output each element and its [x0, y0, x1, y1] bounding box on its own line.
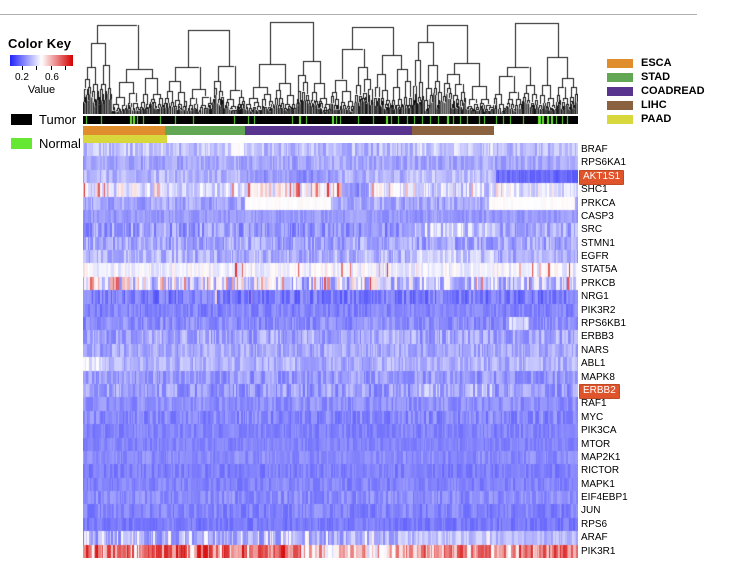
cancer-type-legend: ESCA STAD COADREAD LIHC PAAD: [607, 56, 705, 126]
gene-label-highlighted: ERBB2: [579, 383, 620, 400]
color-key-tick-label-low: 0.2: [15, 72, 29, 83]
cancer-legend-swatch: [607, 72, 633, 82]
gene-label: EGFR: [581, 251, 609, 263]
cancer-type-annotation-bar: [83, 126, 578, 144]
color-key-tick: [65, 66, 67, 70]
gene-label: RAF1: [581, 398, 607, 410]
color-key-title: Color Key: [8, 36, 72, 51]
gene-label: NARS: [581, 344, 609, 356]
cancer-legend-item: LIHC: [607, 98, 705, 112]
gene-label: MAP2K1: [581, 451, 621, 463]
gene-label: STAT5A: [581, 264, 618, 276]
cancer-legend-label: LIHC: [641, 99, 667, 111]
gene-label: MYC: [581, 411, 604, 423]
color-key-tick: [21, 66, 23, 70]
cancer-legend-label: PAAD: [641, 113, 672, 125]
top-rule: [0, 14, 697, 15]
tumor-normal-annotation-bar: [83, 116, 578, 124]
gene-label: RPS6KA1: [581, 157, 627, 169]
cancer-legend-swatch: [607, 114, 633, 124]
color-key-axis-label: Value: [27, 84, 56, 96]
gene-label: ARAF: [581, 532, 608, 544]
cancer-bar-segment: [83, 126, 166, 135]
gene-label: RICTOR: [581, 465, 620, 477]
gene-label: NRG1: [581, 291, 609, 303]
cancer-legend-item: STAD: [607, 70, 705, 84]
cancer-legend-item: ESCA: [607, 56, 705, 70]
cancer-legend-label: ESCA: [641, 57, 672, 69]
expression-heatmap: [83, 143, 578, 558]
sample-legend-swatch: [11, 137, 32, 149]
gene-label: MAPK8: [581, 371, 615, 383]
gene-label: PRKCA: [581, 197, 616, 209]
gene-label: SRC: [581, 224, 603, 236]
cancer-legend-label: COADREAD: [641, 85, 705, 97]
gene-label: PIK3R2: [581, 304, 616, 316]
sample-legend-item: Tumor: [11, 111, 81, 127]
gene-label: RPS6KB1: [581, 318, 627, 330]
color-key-tick: [36, 66, 38, 70]
gene-label: PIK3CA: [581, 425, 617, 437]
cancer-bar-segment: [412, 126, 494, 135]
sample-legend-swatch: [11, 113, 32, 125]
color-key-gradient-bar: [10, 55, 73, 70]
gene-label: ERBB3: [581, 331, 614, 343]
gene-row-labels: BRAF RPS6KA1 AKT1S1 SHC1 PRKCA CASP3 SRC STMN1 E…: [579, 143, 751, 559]
gene-label: STMN1: [581, 237, 615, 249]
color-key: Color Key 0.2 0.6 Value: [8, 36, 80, 100]
gene-label: PIK3R1: [581, 545, 616, 557]
gene-label: JUN: [581, 505, 601, 517]
sample-legend-item: Normal: [11, 135, 81, 151]
gene-label: MAPK1: [581, 478, 615, 490]
gene-label: SHC1: [581, 184, 608, 196]
cancer-legend-item: PAAD: [607, 112, 705, 126]
cancer-bar-segment: [244, 126, 413, 135]
gene-label: PRKCB: [581, 277, 616, 289]
column-dendrogram: [83, 17, 578, 114]
color-key-tick: [50, 66, 52, 70]
gene-label: ABL1: [581, 358, 606, 370]
cancer-bar-segment: [83, 135, 168, 144]
gene-label: RPS6: [581, 518, 608, 530]
color-key-tick-label-high: 0.6: [45, 72, 59, 83]
cancer-legend-swatch: [607, 86, 633, 96]
gene-label: CASP3: [581, 210, 614, 222]
sample-legend-label: Tumor: [39, 111, 77, 127]
cancer-legend-swatch: [607, 58, 633, 68]
gene-label: BRAF: [581, 144, 608, 155]
gene-label: EIF4EBP1: [581, 492, 628, 504]
sample-type-legend: Tumor Normal: [11, 112, 81, 160]
cancer-legend-item: COADREAD: [607, 84, 705, 98]
sample-legend-label: Normal: [39, 135, 81, 151]
cancer-bar-segment: [165, 126, 245, 135]
gene-label-highlighted: AKT1S1: [579, 169, 625, 186]
cancer-legend-label: STAD: [641, 71, 671, 83]
gene-label: MTOR: [581, 438, 611, 450]
cancer-legend-swatch: [607, 100, 633, 110]
